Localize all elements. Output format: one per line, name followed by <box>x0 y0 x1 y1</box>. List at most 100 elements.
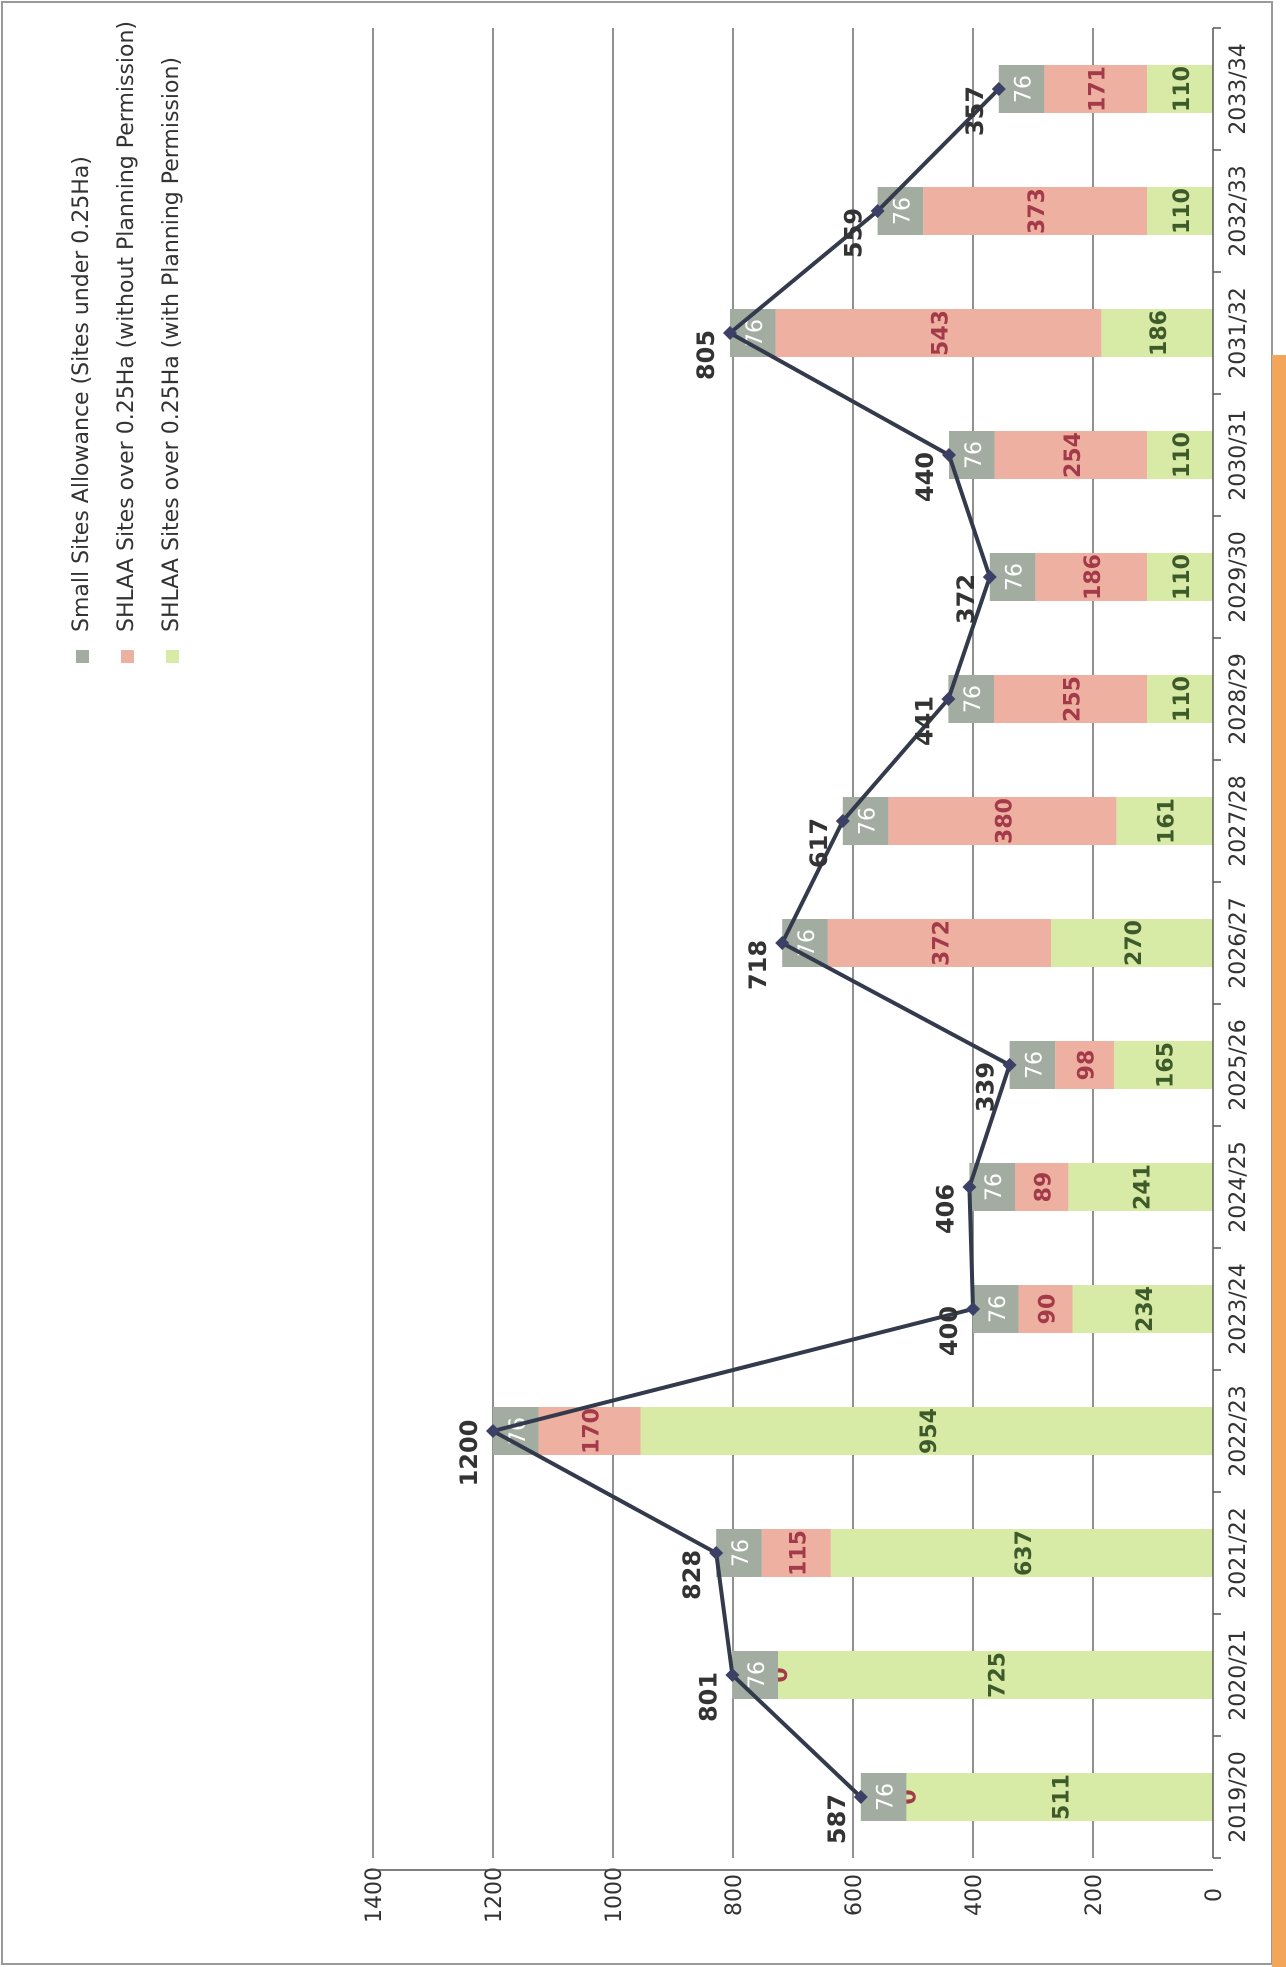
value-tick-label: 1000 <box>602 1867 627 1923</box>
total-marker <box>991 82 1006 96</box>
small-sites-value-label: 76 <box>982 1173 1007 1201</box>
small-sites-value-label: 76 <box>729 1539 754 1567</box>
total-line: 587 801 828 1200 400 406 339 718 617 441 372 440 805… <box>455 82 1017 1844</box>
without-permission-segment <box>994 431 1147 479</box>
small-sites-segment <box>1009 1041 1056 1089</box>
small-sites-value-label: 76 <box>1022 1051 1047 1079</box>
total-value-label: 805 <box>692 330 720 380</box>
legend-label: SHLAA Sites over 0.25Ha (with Planning P… <box>159 57 184 632</box>
with-permission-value-label: 725 <box>986 1652 1011 1698</box>
with-permission-segment <box>1051 919 1213 967</box>
legend-label: SHLAA Sites over 0.25Ha (without Plannin… <box>114 21 139 632</box>
value-tick-label: 800 <box>722 1874 747 1916</box>
total-marker <box>966 1302 980 1316</box>
total-marker <box>835 814 850 828</box>
small-sites-value-label: 76 <box>986 1295 1011 1323</box>
total-marker <box>982 570 997 584</box>
small-sites-value-label: 76 <box>1012 75 1037 103</box>
total-value-label: 828 <box>678 1550 706 1600</box>
without-permission-segment <box>775 309 1102 357</box>
with-permission-value-label: 270 <box>1122 920 1147 966</box>
with-permission-value-label: 110 <box>1170 188 1195 234</box>
small-sites-segment <box>969 1163 1015 1211</box>
category-label: 2023/24 <box>1226 1263 1251 1354</box>
total-value-label: 587 <box>823 1794 851 1844</box>
value-tick-label: 400 <box>962 1874 987 1916</box>
small-sites-segment <box>732 1651 778 1699</box>
with-permission-value-label: 954 <box>917 1408 942 1454</box>
total-value-label: 440 <box>911 452 939 502</box>
category-label: 2030/31 <box>1226 409 1251 500</box>
total-marker <box>870 204 885 218</box>
total-value-label: 372 <box>952 574 980 624</box>
legend-swatch <box>121 650 134 663</box>
with-permission-segment <box>1068 1163 1213 1211</box>
total-marker <box>853 1790 868 1804</box>
with-permission-value-label: 110 <box>1170 432 1195 478</box>
with-permission-segment <box>1147 65 1213 113</box>
without-permission-segment <box>888 797 1117 845</box>
value-tick-label: 200 <box>1082 1874 1107 1916</box>
legend-swatch <box>76 650 89 663</box>
with-permission-segment <box>640 1407 1213 1455</box>
without-permission-value-label: 380 <box>992 798 1017 844</box>
category-label: 2022/23 <box>1226 1385 1251 1476</box>
category-label: 2019/20 <box>1226 1751 1251 1842</box>
with-permission-value-label: 110 <box>1170 676 1195 722</box>
category-label: 2027/28 <box>1226 775 1251 866</box>
category-label: 2028/29 <box>1226 653 1251 744</box>
small-sites-segment <box>877 187 924 235</box>
without-permission-value-label: 89 <box>1032 1172 1057 1203</box>
without-permission-value-label: 170 <box>580 1408 605 1454</box>
without-permission-segment <box>1015 1163 1069 1211</box>
small-sites-segment <box>989 553 1036 601</box>
total-value-label: 357 <box>961 86 989 136</box>
small-sites-segment <box>860 1773 907 1821</box>
without-permission-segment <box>1018 1285 1073 1333</box>
with-permission-value-label: 234 <box>1133 1286 1158 1332</box>
small-sites-segment <box>998 65 1045 113</box>
category-label: 2029/30 <box>1226 531 1251 622</box>
without-permission-segment <box>761 1529 831 1577</box>
small-sites-value-label: 76 <box>745 1661 770 1689</box>
total-value-label: 718 <box>744 940 772 990</box>
without-permission-segment <box>827 919 1051 967</box>
without-permission-value-label: 186 <box>1081 554 1106 600</box>
legend: Small Sites Allowance (Sites under 0.25H… <box>69 21 184 663</box>
small-sites-segment <box>842 797 889 845</box>
value-tick-label: 1400 <box>362 1867 387 1923</box>
total-marker <box>723 326 737 340</box>
legend-label: Small Sites Allowance (Sites under 0.25H… <box>69 156 94 632</box>
total-marker <box>709 1546 724 1560</box>
category-label: 2025/26 <box>1226 1019 1251 1110</box>
without-permission-value-label: 373 <box>1025 188 1050 234</box>
without-permission-segment <box>1044 65 1147 113</box>
category-label: 2021/22 <box>1226 1507 1251 1598</box>
with-permission-value-label: 110 <box>1170 66 1195 112</box>
with-permission-value-label: 161 <box>1155 798 1180 844</box>
bars: 5110767250766371157695417076234907624189… <box>493 65 1213 1821</box>
with-permission-segment <box>1114 1041 1213 1089</box>
axes: 0 200 400 600 800 1000 1200 1400 2019/20 2020/21 2… <box>362 27 1251 1923</box>
category-label: 2033/34 <box>1226 43 1251 134</box>
with-permission-segment <box>906 1773 1213 1821</box>
small-sites-value-label: 76 <box>856 807 881 835</box>
total-marker <box>775 936 790 950</box>
small-sites-segment <box>949 431 995 479</box>
page-edge-strip <box>1272 355 1286 1967</box>
with-permission-segment <box>1072 1285 1213 1333</box>
without-permission-value-label: 254 <box>1061 432 1086 478</box>
total-value-label: 1200 <box>455 1420 483 1487</box>
without-permission-value-label: 90 <box>1036 1294 1061 1325</box>
total-value-label: 559 <box>840 208 868 258</box>
small-sites-value-label: 76 <box>1003 563 1028 591</box>
total-marker <box>941 692 956 706</box>
without-permission-value-label: 115 <box>786 1530 811 1576</box>
without-permission-segment <box>1035 553 1147 601</box>
category-label: 2026/27 <box>1226 897 1251 988</box>
total-marker <box>942 448 956 462</box>
category-label: 2031/32 <box>1226 287 1251 378</box>
with-permission-segment <box>1147 553 1213 601</box>
with-permission-value-label: 165 <box>1154 1042 1179 1088</box>
